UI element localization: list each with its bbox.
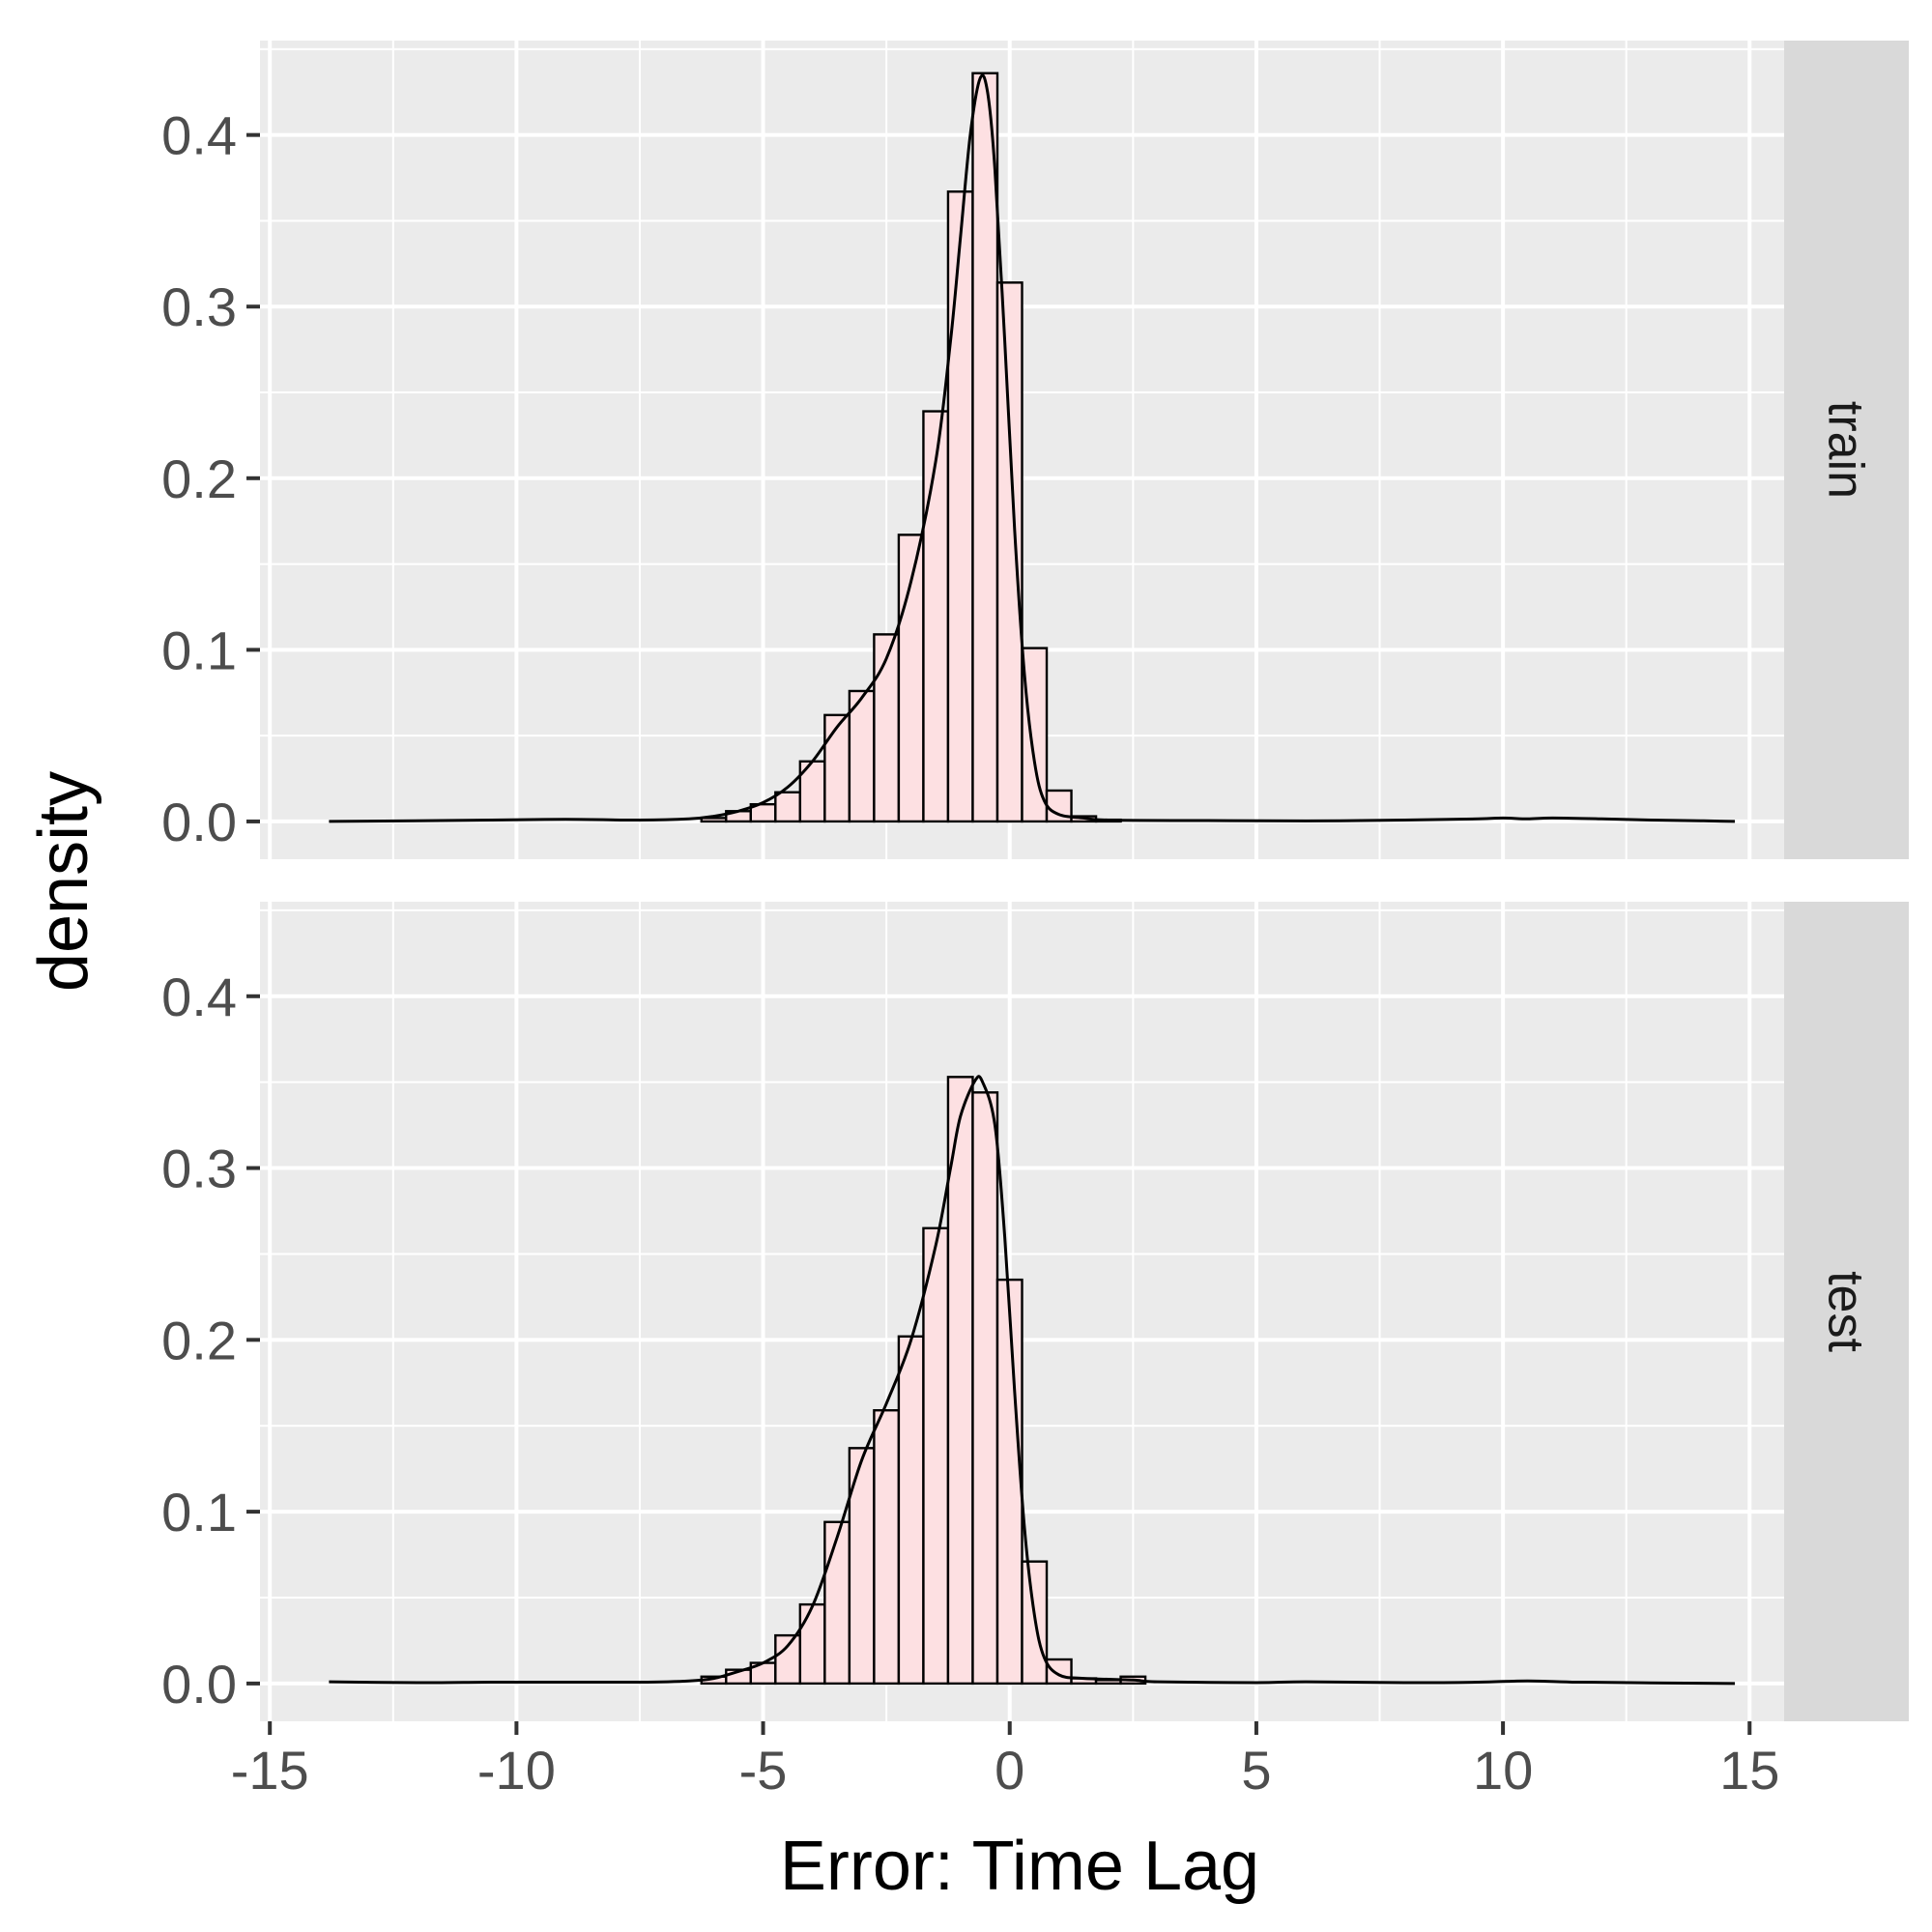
y-tick-label: 0.1 [161,1482,237,1543]
x-tick-label: 5 [1241,1740,1271,1801]
x-tick-label: -5 [739,1740,788,1801]
y-axis-title: density [25,771,102,992]
facet-strip-label: train [1818,401,1874,499]
histogram-bar [873,1409,901,1686]
histogram-bar [995,281,1024,823]
y-tick-label: 0.2 [161,1310,237,1370]
y-tick-label: 0.1 [161,620,237,680]
x-tick-label: -15 [231,1740,309,1801]
histogram-bar [823,713,851,823]
facet-strip [1784,902,1909,1721]
x-tick-label: 0 [995,1740,1024,1801]
facet-panels: train test [260,41,1909,1721]
histogram-bar [873,633,901,823]
histogram-bar [774,1633,802,1686]
histogram-bar [995,1278,1024,1686]
y-tick-label: 0.3 [161,1139,237,1199]
histogram-bar [922,410,950,823]
facet-strip-label: test [1818,1271,1874,1352]
y-tick-label: 0.4 [161,105,237,166]
density-curve [329,1075,1736,1686]
histogram-bar [798,1602,826,1686]
histogram-bar [1045,1658,1073,1686]
histogram-bar [971,72,999,823]
density-curve [329,73,1736,823]
y-tick-label: 0.3 [161,276,237,337]
axes: 0.0 0.1 0.2 0.3 0.4 0.0 0.1 0.2 0.3 0.4 -15 -10 -5 0 5… [161,105,1779,1801]
y-tick-label: 0.2 [161,448,237,509]
x-axis-title: Error: Time Lag [780,1828,1259,1905]
y-tick-label: 0.4 [161,966,237,1027]
histogram-bar [848,689,876,823]
x-tick-label: -10 [477,1740,556,1801]
histogram-bar [897,1335,925,1686]
y-tick-label: 0.0 [161,792,237,852]
histogram-bar [823,1520,851,1686]
histogram-bar [946,190,974,823]
histogram-bar [774,791,802,823]
x-tick-label: 15 [1719,1740,1779,1801]
panel-train: train [260,41,1909,859]
facet-strip [1784,41,1909,859]
y-tick-label: 0.0 [161,1654,237,1715]
histogram-bar [971,1091,999,1686]
panel-test: test [260,902,1909,1721]
histogram-bar [922,1226,950,1686]
x-tick-label: 10 [1473,1740,1533,1801]
